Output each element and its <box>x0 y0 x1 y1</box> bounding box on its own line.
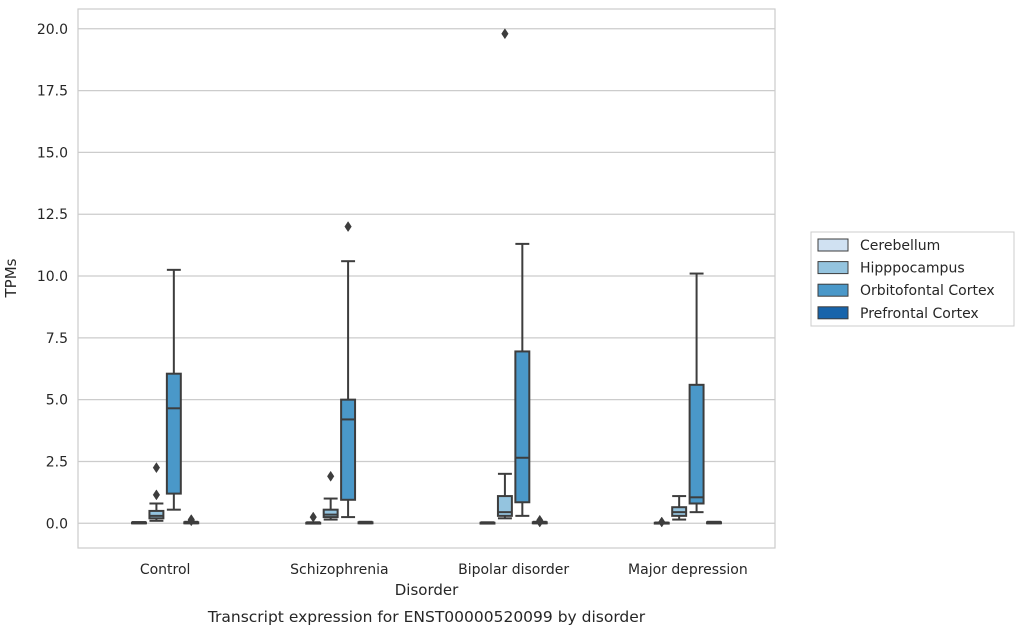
y-axis-label: TPMs <box>2 258 20 298</box>
y-tick-label: 12.5 <box>37 207 68 223</box>
plot-frame <box>77 8 776 549</box>
y-tick-label: 5.0 <box>46 393 68 409</box>
outlier-point <box>344 221 352 233</box>
x-tick-label: Major depression <box>628 562 748 578</box>
y-tick-label: 17.5 <box>37 84 68 100</box>
legend-swatch <box>817 306 849 320</box>
outlier-point <box>501 28 509 40</box>
legend: Cerebellum Hipppocampus Orbitofontal Corte… <box>810 231 1015 327</box>
y-tick-label: 2.5 <box>46 454 68 470</box>
box-hipppocampus <box>671 495 688 521</box>
legend-label: Orbitofontal Cortex <box>860 283 995 299</box>
x-axis-label: Disorder <box>395 581 459 599</box>
box-hipppocampus <box>496 28 513 520</box>
box-cerebellum <box>479 521 496 525</box>
box-hipppocampus <box>322 470 339 521</box>
legend-label: Prefrontal Cortex <box>860 306 979 322</box>
box-prefrontal-cortex <box>706 520 722 525</box>
outlier-point <box>309 511 317 523</box>
iqr-box <box>322 508 339 519</box>
y-tick-label: 15.0 <box>37 145 68 161</box>
iqr-box <box>496 495 513 517</box>
box-cerebellum <box>131 521 147 525</box>
outlier-point <box>152 489 161 501</box>
grid-layer <box>78 28 775 524</box>
box-cerebellum <box>653 516 670 528</box>
box-orbitofontal-cortex <box>340 221 357 519</box>
box-hipppocampus <box>148 462 165 522</box>
iqr-box <box>340 398 357 501</box>
iqr-box <box>688 383 705 505</box>
outlier-point <box>152 462 161 474</box>
legend-label: Cerebellum <box>860 238 940 254</box>
legend-swatch <box>817 238 849 252</box>
box-layer <box>131 28 722 528</box>
y-tick-label: 7.5 <box>46 331 68 347</box>
box-orbitofontal-cortex <box>514 242 531 517</box>
iqr-box <box>514 350 531 504</box>
outlier-point <box>536 514 544 526</box>
outlier-point <box>658 516 666 528</box>
box-prefrontal-cortex <box>531 514 548 528</box>
outlier-point <box>187 514 195 526</box>
x-tick-label: Control <box>140 562 191 578</box>
y-tick-label: 20.0 <box>37 22 68 38</box>
y-tick-labels: 0.0 2.5 5.0 7.5 10.0 12.5 15.0 17.5 20.0 <box>37 22 68 532</box>
box-cerebellum <box>305 511 322 525</box>
iqr-box <box>148 509 165 520</box>
legend-swatch <box>817 261 849 275</box>
box-prefrontal-cortex <box>357 520 374 525</box>
y-tick-label: 10.0 <box>37 269 68 285</box>
y-tick-label: 0.0 <box>46 516 68 532</box>
iqr-box <box>165 372 182 495</box>
box-prefrontal-cortex <box>183 514 200 527</box>
legend-swatch <box>817 283 849 297</box>
outlier-point <box>327 470 335 482</box>
box-orbitofontal-cortex <box>165 268 182 511</box>
legend-label: Hipppocampus <box>860 261 965 277</box>
figure-caption: Transcript expression for ENST0000052009… <box>207 608 646 626</box>
x-tick-labels: Control Schizophrenia Bipolar disorder Majo… <box>140 562 748 578</box>
x-tick-label: Bipolar disorder <box>458 562 569 578</box>
box-orbitofontal-cortex <box>688 272 705 514</box>
x-tick-label: Schizophrenia <box>290 562 388 578</box>
